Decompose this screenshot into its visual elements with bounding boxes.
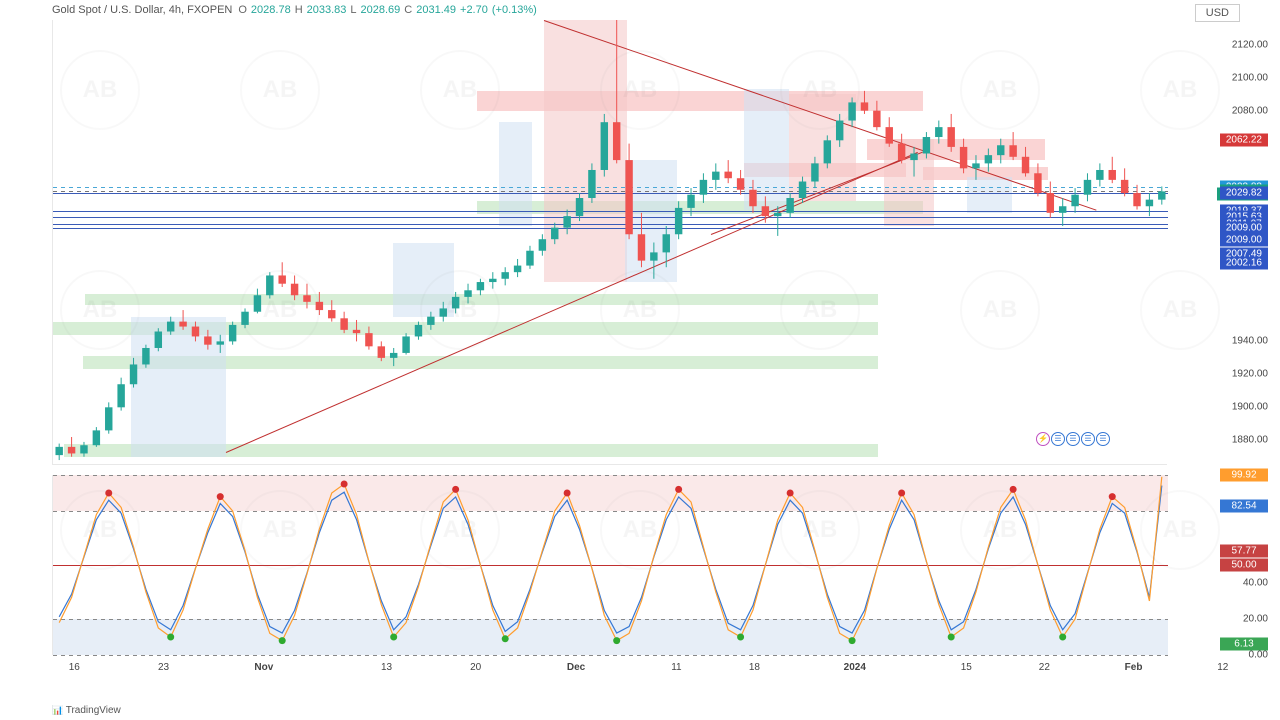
ohlc-h: 2033.83 [307, 4, 347, 16]
osc-tag: 57.77 [1220, 545, 1268, 558]
time-axis-label: 15 [961, 662, 972, 673]
y-axis-label: 1920.00 [1232, 369, 1268, 380]
ohlc-o: 2028.78 [251, 4, 291, 16]
osc-tag: 50.00 [1220, 559, 1268, 572]
chart-header: Gold Spot / U.S. Dollar, 4h, FXOPEN O202… [52, 4, 537, 16]
ohlc-c: 2031.49 [416, 4, 456, 16]
currency-button[interactable]: USD [1195, 4, 1240, 22]
indicator-icons[interactable]: ⚡☰☰☰☰ [1035, 430, 1220, 446]
price-tag: 2062.22 [1220, 133, 1268, 146]
osc-y-label: 0.00 [1249, 650, 1268, 661]
time-axis-label: 2024 [844, 662, 866, 673]
time-axis-label: 23 [158, 662, 169, 673]
osc-tag: 82.54 [1220, 500, 1268, 513]
time-axis-label: 18 [749, 662, 760, 673]
osc-y-label: 20.00 [1243, 614, 1268, 625]
time-axis-label: Feb [1125, 662, 1143, 673]
y-axis-label: 1880.00 [1232, 435, 1268, 446]
y-axis-label: 1940.00 [1232, 336, 1268, 347]
time-axis-label: Dec [567, 662, 585, 673]
time-axis-label: 13 [381, 662, 392, 673]
time-axis: 1623Nov1320Dec111820241522Feb12 [52, 660, 1167, 680]
tradingview-footer[interactable]: TradingView [52, 705, 121, 716]
ohlc-chg: +2.70 [460, 4, 488, 16]
osc-y-label: 40.00 [1243, 578, 1268, 589]
y-axis-label: 1900.00 [1232, 402, 1268, 413]
y-axis-label: 2120.00 [1232, 39, 1268, 50]
time-axis-label: 20 [470, 662, 481, 673]
osc-tag: 6.13 [1220, 637, 1268, 650]
time-axis-label: 22 [1039, 662, 1050, 673]
osc-tag: 99.92 [1220, 469, 1268, 482]
time-axis-label: 11 [671, 662, 681, 673]
price-tag: 2029.82 [1220, 187, 1268, 200]
price-tag: 2009.00 [1220, 233, 1268, 246]
symbol-title[interactable]: Gold Spot / U.S. Dollar, 4h, FXOPEN [52, 4, 232, 16]
ohlc-chg-pct: (+0.13%) [492, 4, 537, 16]
price-tag: 2002.16 [1220, 256, 1268, 269]
time-axis-label: Nov [254, 662, 273, 673]
ohlc-l: 2028.69 [361, 4, 401, 16]
time-axis-label: 12 [1217, 662, 1228, 673]
y-axis-label: 2080.00 [1232, 105, 1268, 116]
y-axis-label: 2100.00 [1232, 72, 1268, 83]
time-axis-label: 16 [69, 662, 80, 673]
